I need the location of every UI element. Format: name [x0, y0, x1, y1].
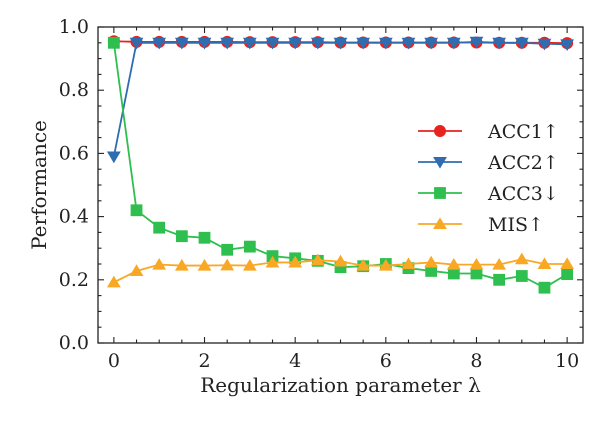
y-tick-label: 0.8 — [59, 79, 89, 101]
legend-marker — [433, 156, 447, 169]
data-point — [265, 37, 280, 50]
data-point — [198, 231, 211, 244]
data-point — [515, 270, 528, 282]
data-point — [514, 252, 529, 265]
x-tick-label: 2 — [198, 350, 210, 372]
legend-entry: ACC3↓ — [418, 183, 559, 205]
data-point — [561, 268, 574, 281]
data-point — [310, 253, 325, 266]
legend-marker — [434, 187, 446, 199]
data-point — [106, 151, 121, 164]
data-point — [174, 37, 189, 50]
y-tick-label: 0.4 — [59, 206, 89, 228]
series-4 — [106, 252, 575, 288]
data-point — [560, 257, 575, 270]
data-point — [424, 37, 439, 50]
data-point — [492, 257, 507, 270]
legend-entry: ACC1↑ — [418, 121, 559, 143]
y-axis-title: Performance — [27, 120, 51, 250]
data-point — [242, 258, 257, 271]
data-point — [469, 257, 484, 270]
data-point — [560, 39, 575, 52]
data-point — [220, 37, 235, 50]
data-point — [265, 255, 280, 268]
data-point — [197, 258, 212, 271]
y-tick-label: 0.6 — [59, 142, 89, 164]
data-point — [514, 37, 529, 50]
data-point — [378, 258, 393, 271]
data-point — [333, 254, 348, 267]
data-point — [469, 36, 484, 49]
data-point — [288, 255, 303, 268]
data-point — [129, 264, 144, 277]
x-tick-label: 4 — [289, 350, 301, 372]
x-tick-label: 8 — [470, 350, 482, 372]
legend-entry: MIS↑ — [418, 214, 544, 236]
x-tick-label: 0 — [108, 350, 120, 372]
data-point — [356, 37, 371, 50]
legend-label: ACC2↑ — [487, 152, 559, 174]
y-tick-label: 1.0 — [59, 16, 89, 38]
data-point — [356, 258, 371, 271]
data-point — [243, 240, 256, 253]
x-tick-label: 6 — [380, 350, 392, 372]
data-point — [446, 257, 461, 270]
data-point — [401, 37, 416, 50]
data-point — [221, 243, 234, 256]
data-point — [378, 37, 393, 50]
x-axis-title: Regularization parameter λ — [200, 373, 481, 397]
legend-marker — [433, 217, 447, 230]
data-point — [288, 37, 303, 50]
data-point — [242, 37, 257, 50]
data-point — [424, 255, 439, 268]
data-point — [152, 257, 167, 270]
plot-marks — [106, 35, 575, 294]
data-point — [129, 37, 144, 50]
data-point — [537, 257, 552, 270]
data-point — [310, 37, 325, 50]
legend-label: ACC1↑ — [487, 121, 559, 143]
data-point — [492, 37, 507, 50]
data-point — [493, 273, 506, 286]
data-point — [130, 204, 143, 217]
data-point — [197, 37, 212, 50]
data-point — [152, 37, 167, 50]
legend-label: MIS↑ — [488, 214, 544, 236]
y-tick-label: 0.2 — [59, 269, 89, 291]
series-2 — [106, 36, 575, 164]
axis-ticks: 0 2 4 6 8 10 0.0 0.2 0.4 0.6 0.8 1.0 — [59, 16, 583, 372]
y-tick-label: 0.0 — [59, 332, 89, 354]
data-point — [153, 221, 166, 234]
x-tick-label: 10 — [555, 350, 579, 372]
data-point — [537, 38, 552, 51]
data-point — [401, 257, 416, 270]
legend-entry: ACC2↑ — [418, 152, 559, 174]
data-point — [446, 37, 461, 50]
data-point — [106, 275, 121, 288]
data-point — [174, 258, 189, 271]
legend: ACC1↑ ACC2↑ ACC3↓ MIS↑ — [418, 121, 559, 236]
legend-label: ACC3↓ — [487, 183, 559, 205]
data-point — [220, 258, 235, 271]
data-point — [175, 230, 188, 243]
legend-marker — [433, 125, 446, 138]
data-point — [538, 281, 551, 294]
data-point — [333, 37, 348, 50]
data-point — [107, 36, 120, 49]
